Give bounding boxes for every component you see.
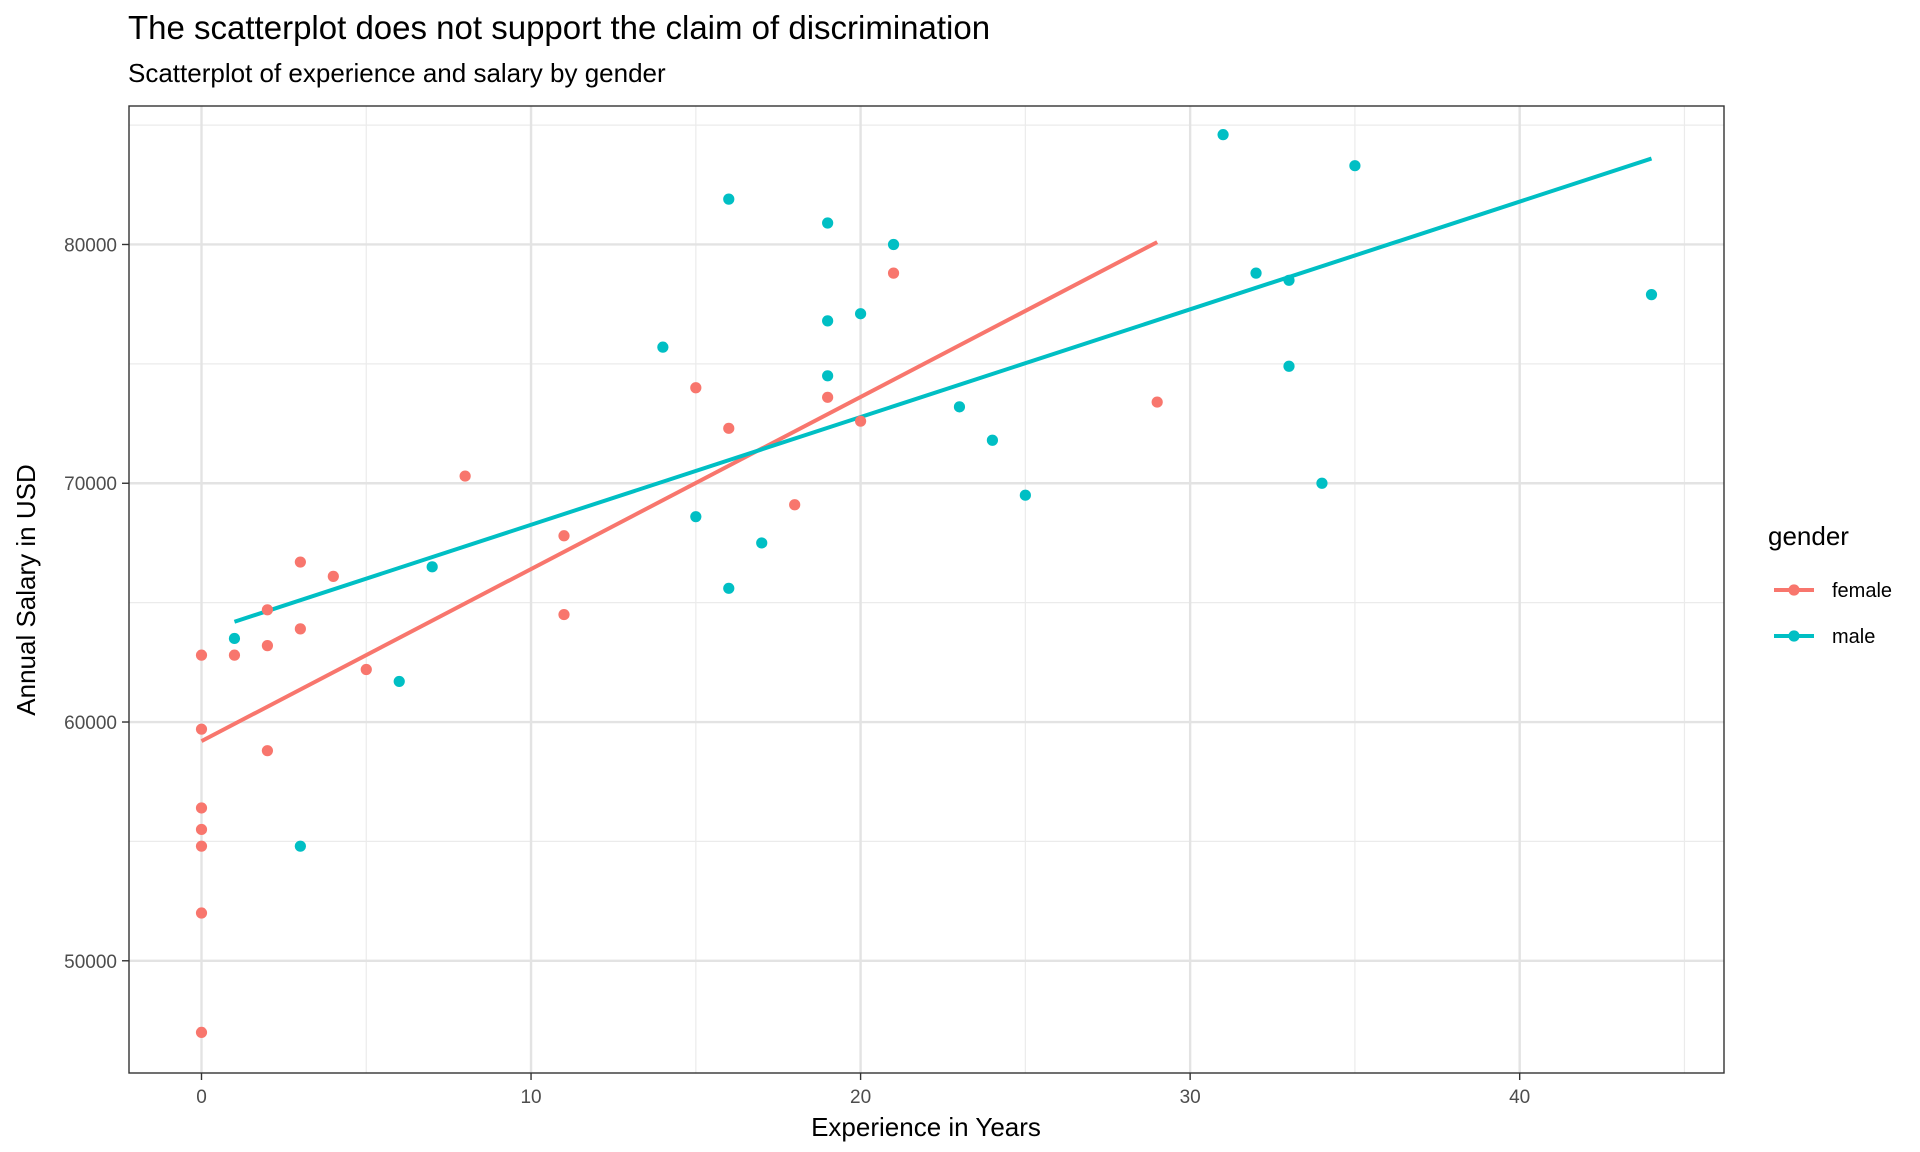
x-axis-title: Experience in Years [811, 1112, 1041, 1142]
y-tick-label: 50000 [64, 952, 117, 973]
regression-lines [200, 156, 1653, 743]
minor-gridlines [129, 106, 1724, 1073]
legend-title: gender [1768, 521, 1849, 551]
data-point-male [822, 315, 834, 327]
legend-key-point [1788, 584, 1800, 596]
data-point-male [822, 370, 834, 382]
plot-panel [128, 105, 1725, 1074]
x-axis-ticks: 0 10 20 30 40 [196, 1073, 1530, 1108]
data-point-male [294, 840, 306, 852]
data-point-female [294, 556, 306, 568]
chart-title: The scatterplot does not support the cla… [128, 9, 990, 46]
data-point-female [789, 499, 801, 511]
x-tick-label: 20 [850, 1087, 871, 1108]
data-point-male [1283, 360, 1295, 372]
data-point-male [756, 537, 768, 549]
data-point-male [723, 582, 735, 594]
data-point-female [195, 723, 208, 735]
data-point-female [822, 391, 834, 403]
data-point-male [1019, 489, 1031, 501]
chart-subtitle: Scatterplot of experience and salary by … [128, 58, 666, 88]
data-point-male [1217, 129, 1229, 141]
x-tick-label: 0 [196, 1087, 207, 1108]
data-point-male [1316, 477, 1328, 489]
data-point-male [393, 675, 405, 688]
data-point-female [1151, 396, 1163, 408]
data-point-female [558, 530, 570, 542]
x-tick-label: 40 [1509, 1087, 1530, 1108]
data-point-female [887, 267, 900, 279]
data-point-female [195, 649, 208, 661]
y-tick-label: 70000 [64, 474, 117, 495]
panel-background [129, 106, 1724, 1073]
fit-line-female [200, 240, 1159, 743]
data-point-male [1250, 267, 1262, 279]
data-point-male [887, 238, 900, 251]
data-point-female [294, 623, 306, 635]
data-point-female [690, 382, 702, 394]
x-tick-label: 30 [1180, 1087, 1201, 1108]
fit-line-male [233, 156, 1653, 624]
data-point-female [854, 415, 867, 427]
data-point-female [723, 422, 735, 434]
legend-key-point [1788, 630, 1800, 642]
data-point-female [195, 1026, 208, 1039]
data-point-female [261, 745, 274, 757]
data-point-female [261, 640, 274, 652]
panel-border [128, 105, 1725, 1074]
data-point-male [854, 308, 867, 320]
data-points [195, 129, 1658, 1039]
data-point-male [657, 341, 669, 353]
data-point-female [327, 570, 339, 582]
legend: gender female male [1768, 521, 1892, 648]
data-point-female [228, 649, 241, 661]
data-point-male [723, 193, 735, 205]
legend-label: male [1832, 626, 1875, 648]
data-point-male [690, 511, 702, 523]
data-point-female [195, 802, 208, 814]
data-point-female [459, 470, 471, 482]
data-point-male [986, 434, 999, 446]
data-point-female [360, 663, 372, 676]
y-tick-label: 80000 [64, 235, 117, 256]
data-point-female [195, 823, 208, 836]
legend-items: female male [1774, 580, 1892, 648]
data-point-male [1645, 289, 1658, 301]
data-point-female [261, 604, 274, 616]
data-point-male [228, 632, 241, 645]
y-axis-ticks: 50000 60000 70000 80000 [64, 235, 129, 973]
x-tick-label: 10 [520, 1087, 541, 1108]
y-axis-title: Annual Salary in USD [11, 464, 41, 715]
data-point-female [195, 840, 208, 852]
data-point-male [822, 217, 834, 229]
data-point-female [558, 608, 570, 621]
data-point-male [1283, 274, 1295, 286]
data-point-male [426, 561, 438, 573]
major-gridlines [129, 106, 1724, 1073]
legend-label: female [1832, 580, 1892, 602]
data-point-male [1349, 160, 1361, 172]
data-point-female [195, 907, 208, 919]
y-tick-label: 60000 [64, 713, 117, 734]
data-point-male [953, 401, 966, 413]
